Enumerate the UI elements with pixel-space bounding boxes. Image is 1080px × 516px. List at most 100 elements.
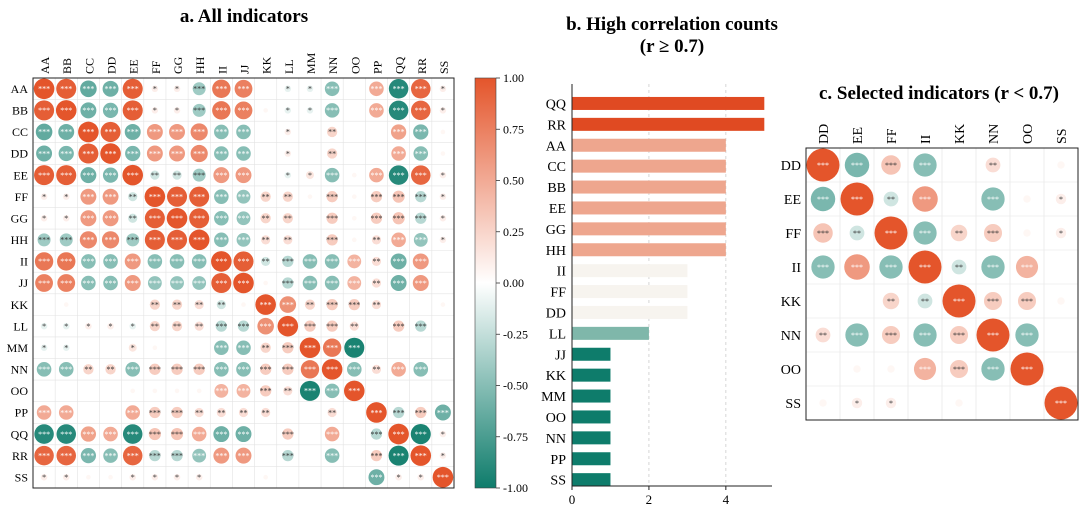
significance-stars: * <box>1059 195 1063 204</box>
significance-stars: *** <box>415 430 427 439</box>
correlation-circle <box>413 232 428 247</box>
panel-b-y-labels: QQ RR AA CC BB EE GG HH II FF DD LL JJ KK MM OO NN PP SS <box>541 97 567 488</box>
significance-stars: *** <box>38 85 50 94</box>
significance-stars: ** <box>173 322 181 331</box>
significance-stars: *** <box>953 331 965 340</box>
significance-stars: *** <box>393 257 405 266</box>
significance-stars: *** <box>82 451 94 460</box>
correlation-circle <box>439 107 447 114</box>
correlation-circle <box>122 100 143 121</box>
correlation-circle <box>34 252 54 271</box>
correlation-circle <box>845 323 869 347</box>
correlation-circle <box>326 148 338 159</box>
significance-stars: ** <box>372 300 380 309</box>
correlation-circle <box>1057 297 1065 305</box>
correlation-circle <box>144 208 165 229</box>
bar-category-label: GG <box>546 223 566 238</box>
significance-stars: ** <box>173 300 181 309</box>
significance-stars: *** <box>38 430 50 439</box>
correlation-circle <box>56 165 77 186</box>
correlation-circle <box>1044 386 1078 420</box>
panel-c-cells: *** *** *** *** ***** *** ** *** *** **** ** *** ***… <box>806 148 1078 420</box>
correlation-circle <box>37 233 51 247</box>
correlation-circle <box>171 321 183 332</box>
significance-stars: *** <box>260 365 272 374</box>
significance-stars: *** <box>415 106 427 115</box>
y-tick-label: PP <box>15 406 29 420</box>
significance-stars: *** <box>38 236 50 245</box>
significance-stars: * <box>109 322 113 331</box>
significance-stars: *** <box>171 214 183 223</box>
significance-stars: *** <box>215 106 227 115</box>
significance-stars: *** <box>238 387 250 396</box>
correlation-circle <box>371 364 382 374</box>
correlation-circle <box>279 296 297 313</box>
correlation-circle <box>370 191 383 203</box>
significance-stars: *** <box>326 214 338 223</box>
correlation-circle <box>100 143 121 164</box>
significance-stars: *** <box>82 149 94 158</box>
bar <box>572 243 726 257</box>
significance-stars: *** <box>415 214 427 223</box>
bar-category-label: CC <box>547 160 566 175</box>
x-tick-label: KK <box>260 56 274 74</box>
correlation-circle <box>324 275 340 291</box>
correlation-circle <box>412 253 429 270</box>
significance-stars: * <box>308 85 312 94</box>
correlation-circle <box>263 108 268 113</box>
correlation-circle <box>85 322 92 330</box>
correlation-circle <box>913 221 937 245</box>
significance-stars: * <box>42 214 46 223</box>
correlation-circle <box>302 254 318 269</box>
correlation-circle <box>300 360 320 379</box>
correlation-circle <box>102 167 119 183</box>
correlation-circle <box>955 399 963 407</box>
correlation-circle <box>233 272 254 294</box>
significance-stars: *** <box>82 430 94 439</box>
correlation-circle <box>255 294 276 315</box>
bar-category-label: DD <box>546 306 566 321</box>
significance-stars: *** <box>238 236 250 245</box>
significance-stars: *** <box>127 257 139 266</box>
significance-stars: *** <box>326 430 338 439</box>
significance-stars: *** <box>60 106 72 115</box>
significance-stars: * <box>308 171 312 180</box>
correlation-circle <box>881 155 901 175</box>
correlation-circle <box>238 407 249 418</box>
correlation-circle <box>810 186 836 212</box>
correlation-circle <box>214 383 229 398</box>
significance-stars: *** <box>82 279 94 288</box>
correlation-circle <box>440 129 446 135</box>
correlation-circle <box>410 424 431 445</box>
correlation-circle <box>322 338 342 357</box>
correlation-circle <box>439 85 447 93</box>
y-tick-label: II <box>792 261 802 276</box>
significance-stars: *** <box>60 408 72 417</box>
significance-stars: ** <box>195 322 203 331</box>
correlation-circle <box>840 182 874 216</box>
panel-a-frame <box>32 77 455 489</box>
correlation-circle <box>981 255 1005 279</box>
colorbar-tick-label: 0.50 <box>503 174 524 188</box>
x-tick-label: 4 <box>723 492 730 507</box>
bar <box>572 285 688 299</box>
significance-stars: *** <box>304 344 316 353</box>
y-tick-label: KK <box>11 298 29 312</box>
correlation-circle <box>432 466 454 488</box>
significance-stars: *** <box>38 171 50 180</box>
bar <box>572 201 726 215</box>
significance-stars: *** <box>171 451 183 460</box>
significance-stars: *** <box>215 279 227 288</box>
significance-stars: *** <box>393 322 405 331</box>
significance-stars: *** <box>304 322 316 331</box>
significance-stars: ** <box>240 408 248 417</box>
significance-stars: *** <box>260 322 272 331</box>
significance-stars: * <box>153 473 157 482</box>
correlation-circle <box>211 272 232 294</box>
panel-a-cells: *** *** *** *** *** * * *** *** *** * * *** *** *** ***… <box>33 78 454 488</box>
correlation-circle <box>122 445 143 466</box>
significance-stars: *** <box>193 430 205 439</box>
significance-stars: *** <box>415 236 427 245</box>
significance-stars: *** <box>127 149 139 158</box>
correlation-circle <box>191 254 207 269</box>
